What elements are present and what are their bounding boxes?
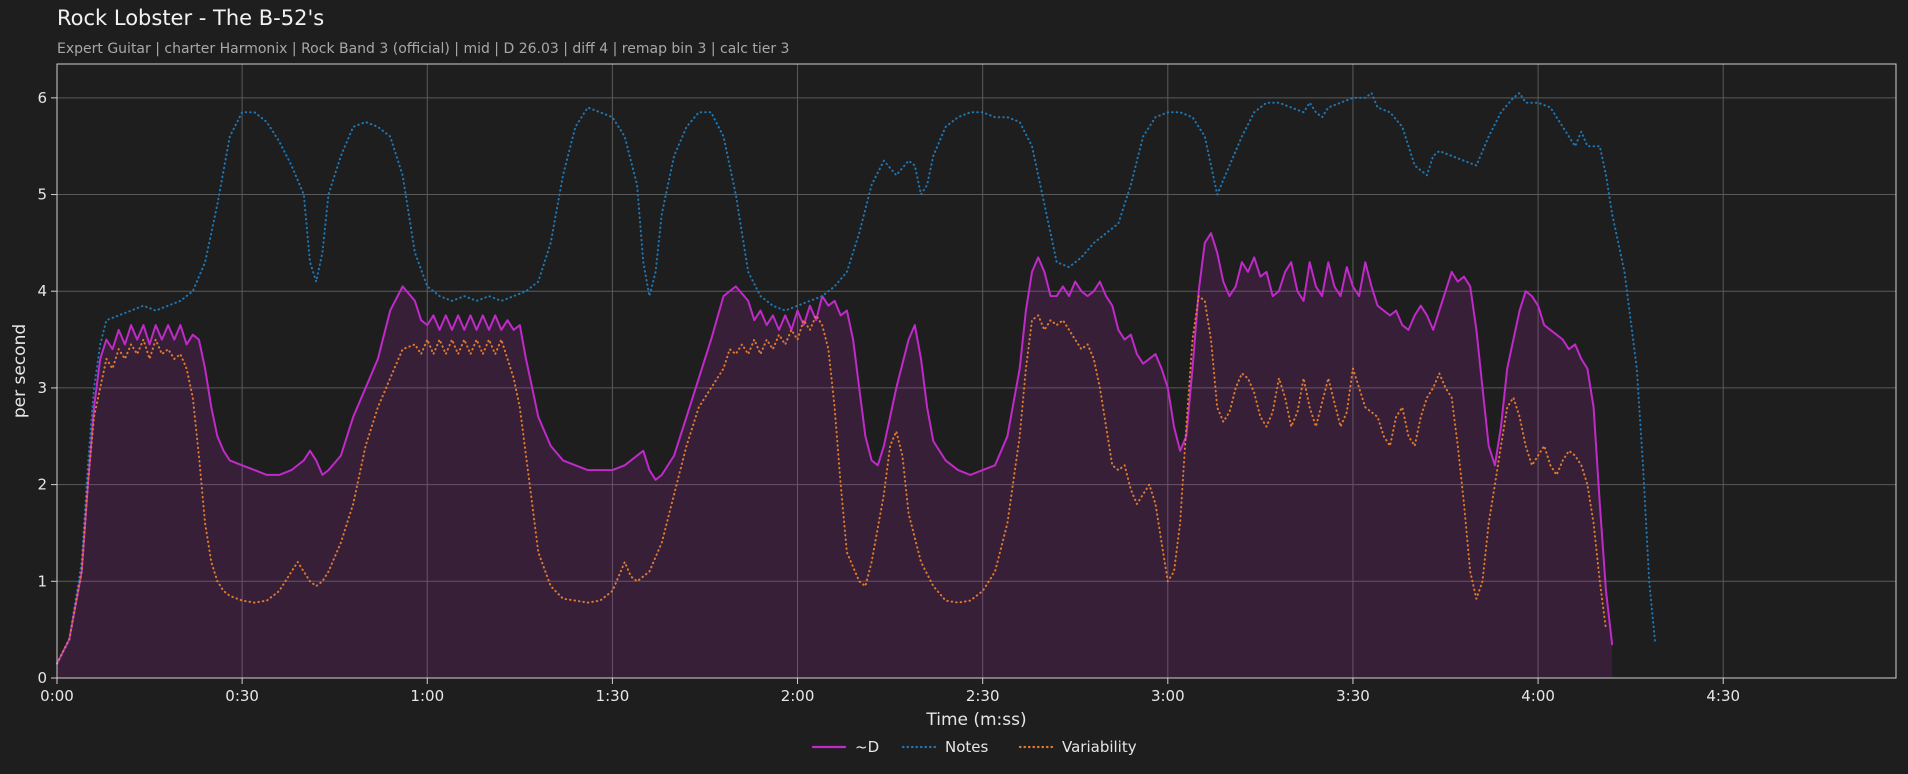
x-tick-label: 2:30	[966, 687, 1000, 705]
x-tick-label: 0:00	[40, 687, 74, 705]
chart-subtitle: Expert Guitar | charter Harmonix | Rock …	[57, 41, 790, 57]
y-tick-label: 4	[37, 282, 47, 300]
series-fill	[57, 233, 1613, 678]
legend-label: Notes	[945, 738, 989, 756]
x-tick-label: 4:30	[1706, 687, 1740, 705]
x-tick-label: 1:00	[410, 687, 444, 705]
y-tick-label: 2	[37, 476, 47, 494]
x-tick-label: 3:00	[1151, 687, 1185, 705]
chart-title: Rock Lobster - The B-52's	[57, 6, 325, 30]
y-tick-label: 1	[37, 572, 47, 590]
x-axis: 0:00 0:30 1:00 1:30 2:00 2:30 3:00 3:30 4:00 4:30	[40, 678, 1740, 705]
y-tick-label: 5	[37, 186, 47, 204]
series-line	[56, 92, 1657, 665]
x-tick-label: 1:30	[596, 687, 630, 705]
legend-label: Variability	[1062, 738, 1137, 756]
x-tick-label: 4:00	[1521, 687, 1555, 705]
legend: ~D Notes Variability	[811, 738, 1137, 756]
x-tick-label: 3:30	[1336, 687, 1370, 705]
series-fills	[57, 233, 1613, 678]
series-line	[56, 232, 1614, 665]
legend-label: ~D	[855, 738, 879, 756]
y-tick-label: 6	[37, 89, 47, 107]
x-tick-label: 0:30	[225, 687, 259, 705]
y-axis-label: per second	[10, 324, 30, 418]
y-tick-label: 0	[37, 669, 47, 687]
series-lines	[56, 92, 1657, 665]
y-axis: 0 1 2 3 4 5 6	[37, 89, 57, 687]
series-line	[56, 295, 1607, 665]
x-axis-label: Time (m:ss)	[925, 710, 1026, 730]
plot-frame	[56, 63, 1897, 679]
y-tick-label: 3	[37, 379, 47, 397]
x-tick-label: 2:00	[781, 687, 815, 705]
